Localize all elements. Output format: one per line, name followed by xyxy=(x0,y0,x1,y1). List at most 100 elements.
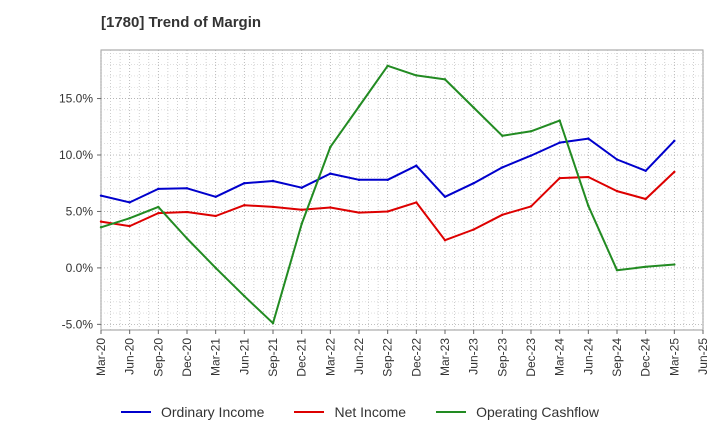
x-tick-label: Dec-23 xyxy=(524,338,538,377)
x-tick-label: Mar-20 xyxy=(94,338,108,376)
y-tick-label: 10.0% xyxy=(59,148,93,162)
x-tick-label: Dec-21 xyxy=(295,338,309,377)
data-point xyxy=(329,172,332,175)
data-point xyxy=(214,214,217,218)
legend-item: Ordinary Income xyxy=(120,404,265,420)
data-point xyxy=(472,182,475,185)
x-tick-label: Jun-21 xyxy=(237,338,251,375)
legend-swatch xyxy=(436,411,467,413)
data-point xyxy=(443,195,447,198)
y-tick-label: 5.0% xyxy=(66,204,94,218)
data-point xyxy=(357,105,361,108)
data-point xyxy=(357,211,361,214)
data-point xyxy=(558,119,561,122)
data-point xyxy=(214,195,217,198)
x-tick-label: Jun-24 xyxy=(581,338,595,375)
data-point xyxy=(644,265,647,268)
x-tick-label: Mar-25 xyxy=(667,338,681,376)
data-point xyxy=(443,78,447,81)
data-point xyxy=(415,74,418,77)
legend-label: Net Income xyxy=(334,404,407,420)
data-point xyxy=(329,145,332,149)
data-point xyxy=(587,137,590,140)
x-tick-label: Sep-24 xyxy=(610,338,624,377)
data-point xyxy=(300,222,303,226)
data-point xyxy=(128,217,131,220)
data-point xyxy=(673,263,676,266)
data-point xyxy=(472,106,475,109)
legend-swatch xyxy=(120,411,151,413)
data-point xyxy=(386,178,389,182)
legend-item: Operating Cashflow xyxy=(436,404,599,420)
data-point xyxy=(615,189,619,193)
data-point xyxy=(243,204,246,207)
data-point xyxy=(529,154,533,157)
data-point xyxy=(558,141,561,144)
x-tick-label: Dec-24 xyxy=(639,338,653,377)
data-point xyxy=(243,294,246,298)
data-point xyxy=(415,164,418,167)
data-point xyxy=(587,175,590,179)
data-point xyxy=(214,266,217,270)
x-tick-label: Dec-20 xyxy=(180,338,194,377)
data-point xyxy=(472,228,475,231)
data-point xyxy=(157,187,160,191)
x-tick-label: Jun-25 xyxy=(696,338,710,375)
legend-item: Net Income xyxy=(294,404,406,420)
data-point xyxy=(329,206,332,209)
chart-title: [1780] Trend of Margin xyxy=(101,14,262,31)
y-tick-label: -5.0% xyxy=(62,317,94,331)
x-tick-label: Dec-22 xyxy=(409,338,423,377)
data-point xyxy=(529,205,533,208)
x-tick-label: Sep-21 xyxy=(266,338,280,377)
data-point xyxy=(185,210,189,214)
data-point xyxy=(501,213,504,217)
data-point xyxy=(673,139,676,143)
plot-frame xyxy=(100,49,704,331)
data-point xyxy=(615,158,619,161)
legend-label: Operating Cashflow xyxy=(476,404,600,420)
data-point xyxy=(99,220,103,223)
data-point xyxy=(243,182,246,185)
data-point xyxy=(587,204,590,208)
data-point xyxy=(386,210,389,213)
data-point xyxy=(357,178,361,182)
data-point xyxy=(673,170,676,174)
data-point xyxy=(615,268,619,272)
x-tick-label: Mar-21 xyxy=(209,338,223,376)
x-tick-label: Mar-22 xyxy=(323,338,337,376)
x-tick-label: Sep-23 xyxy=(495,338,509,377)
data-point xyxy=(501,134,504,138)
x-tick-label: Jun-22 xyxy=(352,338,366,375)
x-tick-label: Jun-23 xyxy=(467,338,481,375)
data-point xyxy=(300,208,303,211)
legend-label: Ordinary Income xyxy=(160,404,265,420)
data-point xyxy=(128,201,131,204)
data-point xyxy=(185,187,189,190)
data-point xyxy=(99,226,103,229)
data-point xyxy=(644,169,647,173)
legend-swatch xyxy=(294,411,325,413)
data-point xyxy=(415,201,418,204)
data-point xyxy=(271,322,275,325)
data-point xyxy=(157,211,160,215)
data-point xyxy=(300,186,303,189)
x-tick-label: Mar-24 xyxy=(553,338,567,376)
data-point xyxy=(443,239,447,242)
x-tick-label: Sep-20 xyxy=(151,338,165,377)
data-point xyxy=(99,194,103,197)
data-point xyxy=(558,176,561,180)
x-tick-label: Mar-23 xyxy=(438,338,452,376)
data-point xyxy=(185,237,189,240)
legend: Ordinary Income Net Income Operating Cashf… xyxy=(0,404,720,420)
data-point xyxy=(386,64,389,68)
data-point xyxy=(128,224,131,228)
x-tick-label: Sep-22 xyxy=(381,338,395,377)
y-tick-label: 0.0% xyxy=(66,261,94,275)
data-point xyxy=(157,205,160,209)
data-point xyxy=(271,205,275,209)
data-point xyxy=(644,197,647,201)
y-tick-label: 15.0% xyxy=(59,92,93,106)
data-point xyxy=(529,130,533,133)
data-point xyxy=(271,179,275,183)
